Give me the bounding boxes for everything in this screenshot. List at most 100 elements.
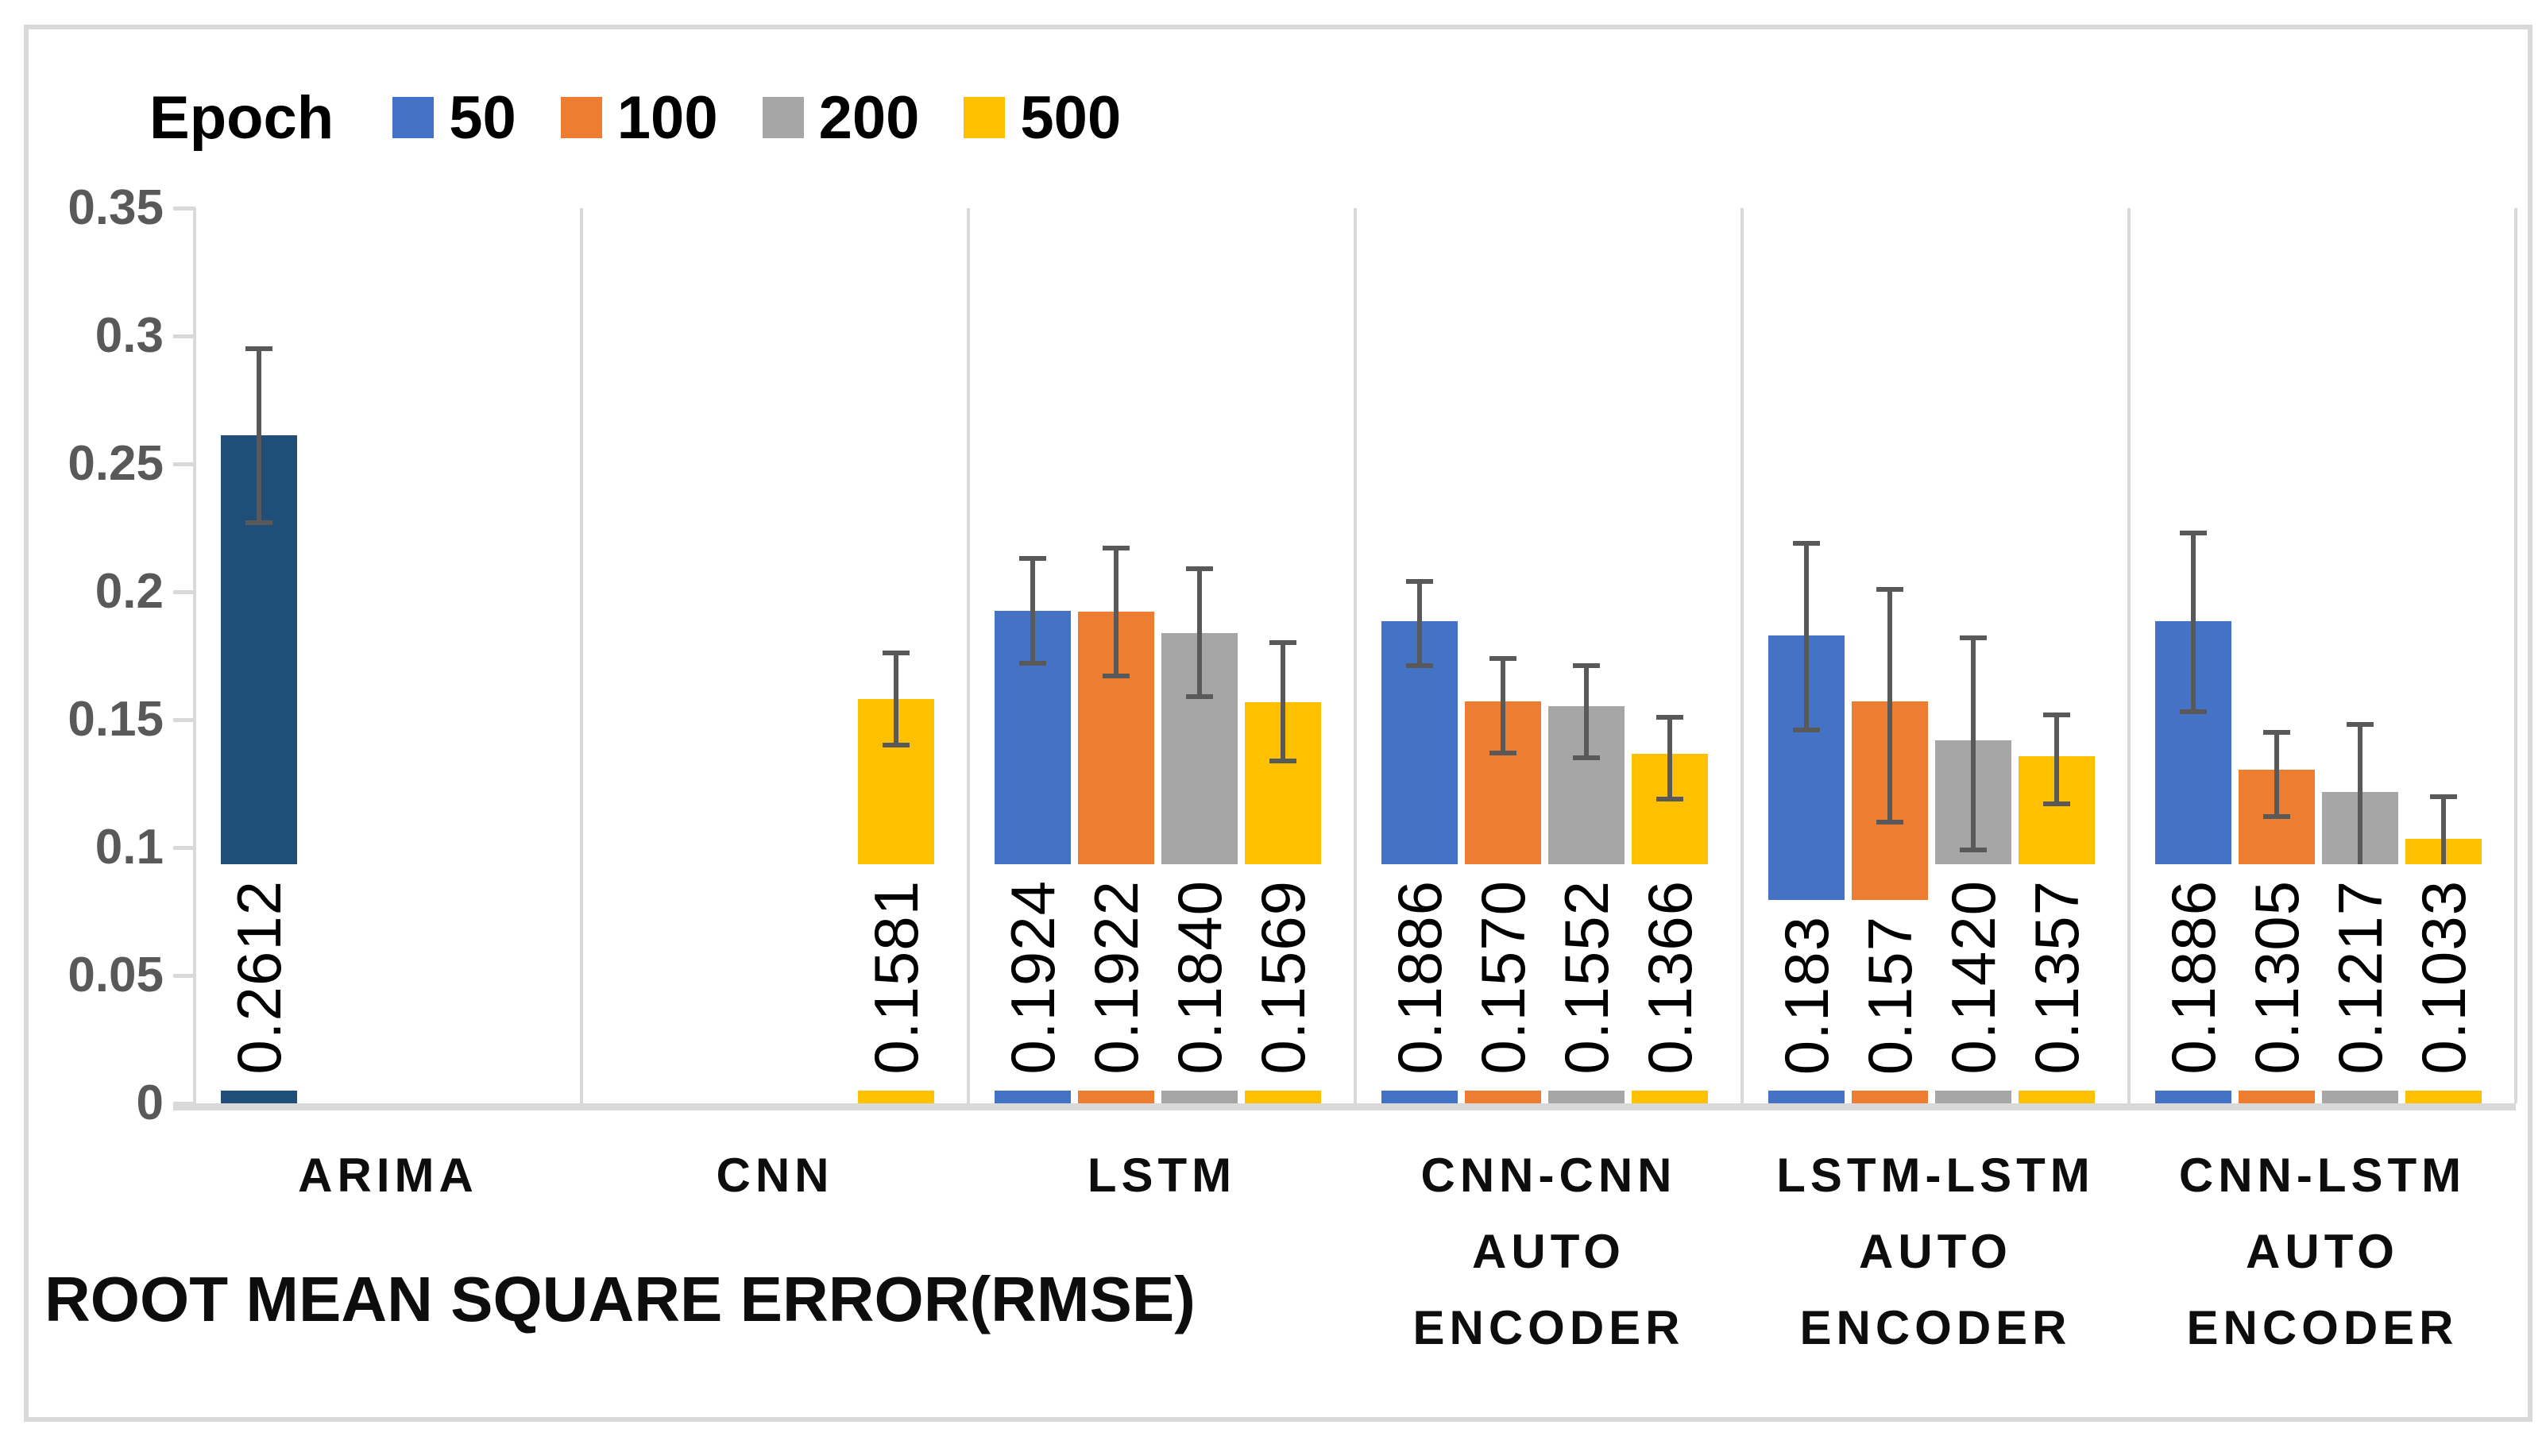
- error-bar-top-cap: [1656, 714, 1683, 720]
- error-bar-top-cap: [2180, 530, 2207, 535]
- error-bar-line: [2274, 732, 2279, 817]
- error-bar-top-cap: [2043, 712, 2070, 717]
- error-bar-bottom-cap: [1656, 796, 1683, 801]
- group-separator: [1354, 208, 1357, 1103]
- legend-item: 500: [964, 83, 1121, 153]
- error-bar-bottom-cap: [1876, 819, 1903, 825]
- category-label: LSTM: [968, 1137, 1355, 1214]
- error-bar-bottom-cap: [2180, 709, 2207, 715]
- bar-value-label-box: 0.1033: [2404, 864, 2483, 1091]
- bar-value-label-box: 0.1570: [1463, 864, 1543, 1091]
- category-label: ARIMA: [195, 1137, 581, 1214]
- error-bar-top-cap: [1406, 579, 1433, 585]
- bar-value-label: 0.1033: [2408, 880, 2478, 1075]
- y-tick-label: 0: [136, 1076, 164, 1130]
- bar-value-label-box: 0.2612: [219, 864, 299, 1091]
- error-bar-line: [2441, 796, 2446, 881]
- error-bar-top-cap: [1573, 663, 1600, 669]
- category-label-line: ENCODER: [1799, 1301, 2072, 1354]
- error-bar-top-cap: [1103, 546, 1130, 551]
- y-tick-label: 0.3: [95, 308, 164, 363]
- legend-swatch-icon: [762, 97, 804, 138]
- category-label-line: CNN: [716, 1149, 834, 1202]
- bar-value-label: 0.1552: [1551, 880, 1621, 1075]
- y-tick: [173, 590, 195, 594]
- y-tick: [173, 462, 195, 466]
- bar-value-label: 0.1922: [1080, 880, 1151, 1075]
- bar-value-label: 0.1886: [1384, 880, 1455, 1075]
- error-bar-top-cap: [2347, 722, 2374, 728]
- error-bar-top-cap: [2263, 730, 2290, 736]
- error-bar-top-cap: [883, 651, 910, 656]
- legend-swatch-icon: [560, 97, 602, 138]
- y-tick-label: 0.05: [68, 948, 164, 1002]
- group-separator: [580, 208, 583, 1103]
- error-bar-line: [257, 349, 261, 523]
- bar-value-label: 0.1305: [2241, 880, 2312, 1075]
- error-bar-bottom-cap: [245, 520, 272, 526]
- category-label-line: LSTM: [1087, 1149, 1237, 1202]
- y-tick-label: 0.25: [68, 436, 164, 491]
- category-label-line: ENCODER: [2186, 1301, 2459, 1354]
- bar-value-label: 0.1357: [2021, 880, 2092, 1075]
- group-separator: [2127, 208, 2131, 1103]
- error-bar-top-cap: [1793, 540, 1820, 546]
- legend-item-label: 50: [449, 83, 516, 152]
- y-tick: [173, 718, 195, 722]
- error-bar-line: [1667, 716, 1672, 799]
- error-bar-bottom-cap: [2263, 814, 2290, 820]
- error-bar-bottom-cap: [1489, 750, 1516, 755]
- bar-value-label-box: 0.1366: [1630, 864, 1710, 1091]
- error-bar-bottom-cap: [2043, 801, 2070, 807]
- error-bar-line: [1584, 666, 1589, 759]
- error-bar-bottom-cap: [1406, 663, 1433, 669]
- y-tick-label: 0.35: [68, 180, 164, 235]
- group-separator: [967, 208, 970, 1103]
- y-tick: [173, 974, 195, 978]
- bar-value-label-box: 0.1922: [1076, 864, 1156, 1091]
- legend-swatch-icon: [964, 97, 1006, 138]
- bar-value-label-box: 0.1924: [993, 864, 1072, 1091]
- category-label: LSTM-LSTM AUTO ENCODER: [1742, 1137, 2129, 1366]
- error-bar-bottom-cap: [1103, 674, 1130, 679]
- error-bar-bottom-cap: [1019, 661, 1046, 666]
- error-bar-line: [1114, 548, 1118, 677]
- legend-swatch-icon: [392, 97, 435, 138]
- bar-value-label: 0.1366: [1634, 880, 1705, 1075]
- error-bar-top-cap: [245, 346, 272, 352]
- bar-value-label-box: 0.157: [1850, 900, 1930, 1091]
- legend-title: Epoch: [149, 83, 334, 152]
- bar-value-label: 0.1570: [1467, 880, 1538, 1075]
- error-bar-line: [1197, 569, 1202, 697]
- error-bar-line: [2358, 724, 2362, 868]
- bar-value-label: 0.1420: [1938, 880, 2008, 1075]
- bar-value-label: 0.1924: [997, 880, 1068, 1075]
- category-label: CNN-CNN AUTO ENCODER: [1355, 1137, 1742, 1366]
- error-bar-bottom-cap: [1960, 848, 1987, 853]
- error-bar-bottom-cap: [1186, 694, 1213, 700]
- error-bar-bottom-cap: [1269, 758, 1296, 763]
- error-bar-line: [1971, 637, 1976, 851]
- legend-item-label: 200: [818, 83, 920, 152]
- y-tick-label: 0.1: [95, 820, 164, 875]
- bar-value-label-box: 0.1840: [1160, 864, 1239, 1091]
- error-bar-top-cap: [1019, 556, 1046, 562]
- error-bar-line: [2054, 714, 2059, 805]
- y-axis-line: [193, 208, 196, 1110]
- bar-value-label: 0.2612: [223, 880, 294, 1075]
- legend: Epoch 50 100 200 500: [149, 76, 1121, 159]
- category-label-line: CNN-CNN: [1420, 1149, 1677, 1202]
- error-bar-line: [1030, 558, 1035, 664]
- y-tick-label: 0.2: [95, 564, 164, 619]
- error-bar-line: [1887, 589, 1892, 822]
- category-label-line: AUTO: [2246, 1225, 2399, 1278]
- error-bar-bottom-cap: [1573, 755, 1600, 761]
- error-bar-line: [1281, 643, 1285, 761]
- bar-value-label-box: 0.183: [1767, 900, 1846, 1091]
- error-bar-top-cap: [2430, 794, 2457, 799]
- bar-value-label-box: 0.1886: [1380, 864, 1459, 1091]
- bar-value-label-box: 0.1581: [856, 864, 936, 1091]
- category-label-line: LSTM-LSTM: [1776, 1149, 2095, 1202]
- bar-value-label-box: 0.1217: [2320, 864, 2400, 1091]
